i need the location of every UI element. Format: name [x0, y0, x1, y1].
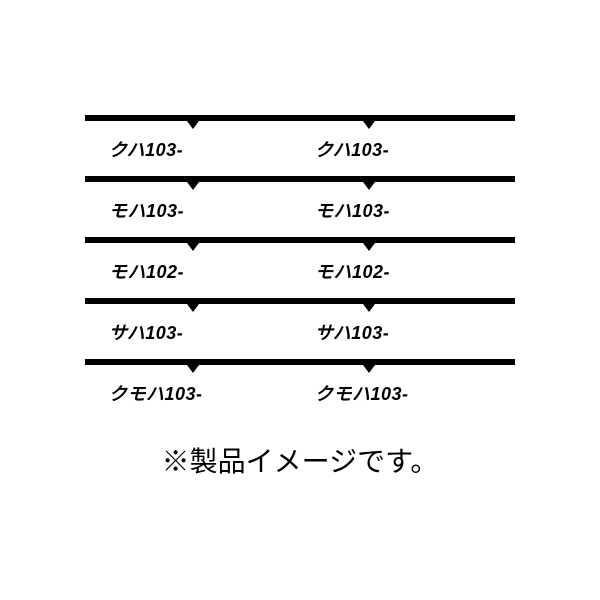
label-right: モハ102-	[309, 258, 515, 284]
divider-line	[85, 359, 515, 365]
label-left: クモハ103-	[85, 380, 309, 406]
label-pair: クモハ103- クモハ103-	[85, 365, 515, 420]
label-pair: サハ103- サハ103-	[85, 304, 515, 359]
label-pair: クハ103- クハ103-	[85, 121, 515, 176]
label-left: モハ102-	[85, 258, 309, 284]
row: クモハ103- クモハ103-	[85, 359, 515, 420]
row: サハ103- サハ103-	[85, 298, 515, 359]
row: モハ103- モハ103-	[85, 176, 515, 237]
label-left: クハ103-	[85, 136, 309, 162]
caption-text: ※製品イメージです。	[0, 440, 600, 480]
label-left: サハ103-	[85, 319, 309, 345]
divider-line	[85, 237, 515, 243]
label-pair: モハ103- モハ103-	[85, 182, 515, 237]
label-right: クハ103-	[309, 136, 515, 162]
label-right: サハ103-	[309, 319, 515, 345]
row: クハ103- クハ103-	[85, 115, 515, 176]
row: モハ102- モハ102-	[85, 237, 515, 298]
label-pair: モハ102- モハ102-	[85, 243, 515, 298]
label-right: クモハ103-	[309, 380, 515, 406]
divider-line	[85, 298, 515, 304]
divider-line	[85, 176, 515, 182]
label-right: モハ103-	[309, 197, 515, 223]
divider-line	[85, 115, 515, 121]
decal-sheet: クハ103- クハ103- モハ103- モハ103- モハ102- モハ102…	[85, 115, 515, 420]
label-left: モハ103-	[85, 197, 309, 223]
